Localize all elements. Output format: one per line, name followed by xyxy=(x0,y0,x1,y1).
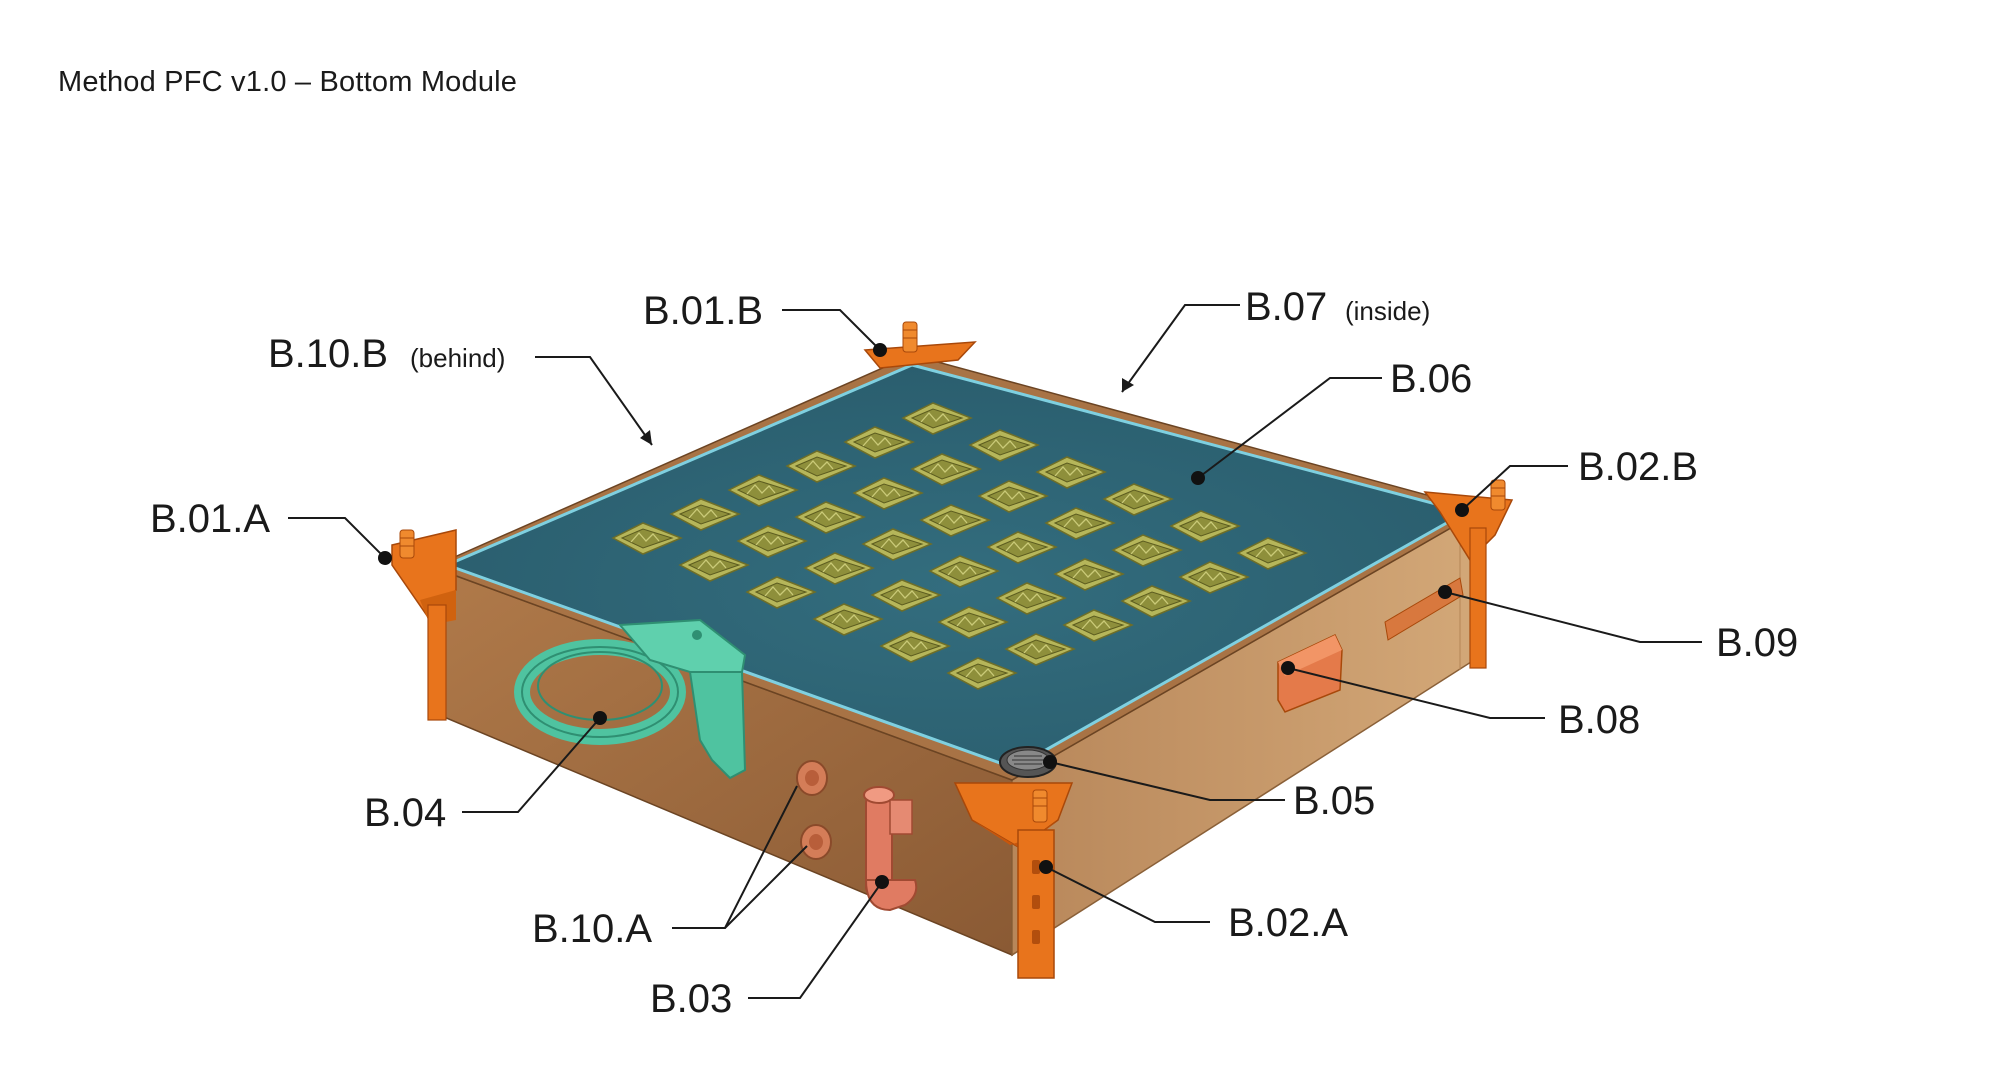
seed-pot xyxy=(1178,561,1250,594)
callout-b01b: B.01.B xyxy=(643,289,887,357)
svg-text:B.10.A: B.10.A xyxy=(532,907,652,951)
callout-b02b: B.02.B xyxy=(1455,445,1698,517)
callout-b05: B.05 xyxy=(1043,755,1375,823)
seed-pot xyxy=(919,504,991,537)
svg-text:(behind): (behind) xyxy=(410,343,505,373)
seed-pot xyxy=(946,657,1018,690)
nozzle-upper xyxy=(796,760,828,796)
seed-pot xyxy=(794,501,866,534)
callout-b10b: B.10.B (behind) xyxy=(268,332,653,446)
seed-pot xyxy=(678,549,750,582)
seed-pot xyxy=(986,531,1058,564)
seed-pot xyxy=(611,522,683,555)
svg-text:B.07: B.07 xyxy=(1245,285,1327,329)
svg-text:B.01.A: B.01.A xyxy=(150,497,270,541)
seed-pot xyxy=(879,630,951,663)
corner-post-back-right xyxy=(1423,479,1514,669)
callout-b01a: B.01.A xyxy=(150,497,392,565)
seed-pot-grid xyxy=(611,402,1308,690)
callout-b07: B.07 (inside) xyxy=(1121,285,1430,393)
svg-text:B.03: B.03 xyxy=(650,977,732,1021)
seed-pot xyxy=(1111,534,1183,567)
corner-post-front-left xyxy=(391,529,457,721)
holder-clip xyxy=(514,618,747,780)
sensor-disc xyxy=(999,746,1057,778)
seed-pot xyxy=(1004,633,1076,666)
seed-pot xyxy=(852,477,924,510)
seed-pot xyxy=(812,603,884,636)
seed-pot xyxy=(1044,507,1116,540)
seed-pot xyxy=(843,426,915,459)
svg-text:B.04: B.04 xyxy=(364,791,446,835)
seed-pot xyxy=(870,579,942,612)
seed-pot xyxy=(910,453,982,486)
seed-pot xyxy=(1169,510,1241,543)
seed-pot xyxy=(928,555,1000,588)
svg-text:B.02.B: B.02.B xyxy=(1578,445,1698,489)
callout-b03: B.03 xyxy=(650,875,889,1021)
seed-pot xyxy=(803,552,875,585)
seed-pot xyxy=(1062,609,1134,642)
drain-pipe xyxy=(863,786,918,912)
diagram-title: Method PFC v1.0 – Bottom Module xyxy=(58,66,518,98)
callout-b08: B.08 xyxy=(1281,661,1640,742)
callouts: B.01.A B.01.B B.02.A B.02.B B.03 xyxy=(150,285,1798,1021)
seed-pot xyxy=(1053,558,1125,591)
callout-b06: B.06 xyxy=(1191,357,1472,485)
seed-pot xyxy=(1120,585,1192,618)
callout-b04: B.04 xyxy=(364,711,607,835)
seed-pot xyxy=(745,576,817,609)
seed-pot xyxy=(1236,537,1308,570)
svg-text:B.05: B.05 xyxy=(1293,779,1375,823)
svg-text:B.10.B: B.10.B xyxy=(268,332,388,376)
callout-b02a: B.02.A xyxy=(1039,860,1348,945)
svg-text:B.01.B: B.01.B xyxy=(643,289,763,333)
seed-pot xyxy=(727,474,799,507)
corner-post-front-right xyxy=(953,782,1074,979)
corner-post-back-left xyxy=(863,321,977,369)
seed-pot xyxy=(1102,483,1174,516)
callout-b10a: B.10.A xyxy=(532,785,808,951)
svg-text:B.02.A: B.02.A xyxy=(1228,901,1348,945)
seed-pot xyxy=(736,525,808,558)
seed-pot xyxy=(1035,456,1107,489)
seed-pot xyxy=(977,480,1049,513)
seed-pot xyxy=(861,528,933,561)
seed-pot xyxy=(669,498,741,531)
seed-pot xyxy=(995,582,1067,615)
seed-pot xyxy=(901,402,973,435)
seed-pot xyxy=(937,606,1009,639)
nozzle-lower xyxy=(800,824,832,860)
svg-text:B.06: B.06 xyxy=(1390,357,1472,401)
callout-b09: B.09 xyxy=(1438,585,1798,665)
svg-text:B.08: B.08 xyxy=(1558,698,1640,742)
seed-pot xyxy=(785,450,857,483)
seed-pot xyxy=(968,429,1040,462)
svg-text:B.09: B.09 xyxy=(1716,621,1798,665)
svg-text:(inside): (inside) xyxy=(1345,296,1430,326)
